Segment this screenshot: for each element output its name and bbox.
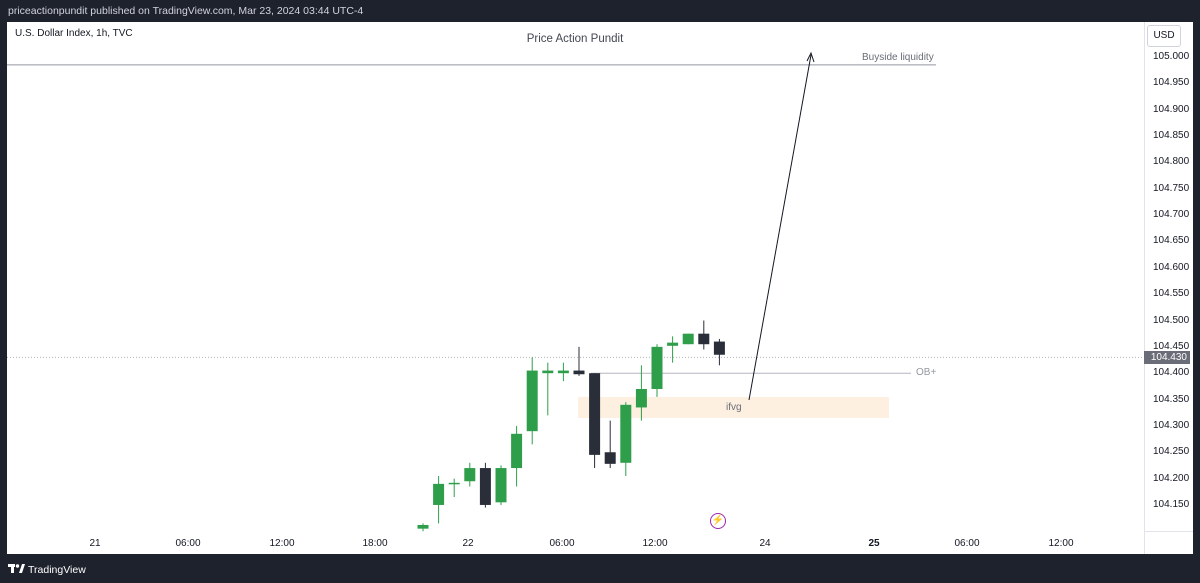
time-tick: 06:00 bbox=[549, 538, 575, 549]
price-tick: 104.950 bbox=[1153, 77, 1190, 89]
bottom-bar: TradingView bbox=[0, 556, 1200, 583]
flash-icon[interactable]: ⚡ bbox=[710, 513, 726, 529]
candle-body bbox=[604, 452, 616, 464]
ob-plus-label: OB+ bbox=[916, 367, 937, 378]
last-price-badge: 104.430 bbox=[1144, 351, 1190, 364]
time-tick: 06:00 bbox=[954, 538, 980, 549]
candle-body bbox=[682, 333, 694, 345]
candle-body bbox=[511, 433, 523, 469]
candle-body bbox=[464, 468, 476, 482]
chart-pane[interactable]: U.S. Dollar Index, 1h, TVC Price Action … bbox=[7, 22, 1193, 554]
price-tick: 104.450 bbox=[1153, 340, 1190, 352]
price-tick: 104.800 bbox=[1153, 156, 1190, 168]
price-tick: 104.350 bbox=[1153, 393, 1190, 405]
candle-body bbox=[620, 404, 632, 463]
candle-body bbox=[542, 370, 554, 374]
price-tick: 104.500 bbox=[1153, 314, 1190, 326]
top-bar: priceactionpundit published on TradingVi… bbox=[0, 0, 1200, 22]
price-tick: 104.900 bbox=[1153, 103, 1190, 115]
price-tick: 104.850 bbox=[1153, 130, 1190, 142]
chart-plot[interactable] bbox=[7, 22, 1193, 554]
tradingview-logo-icon bbox=[8, 564, 25, 573]
buyside-liquidity-label: Buyside liquidity bbox=[862, 52, 934, 63]
time-tick: 18:00 bbox=[362, 538, 388, 549]
candle-body bbox=[713, 341, 725, 355]
price-tick: 104.700 bbox=[1153, 209, 1190, 221]
time-tick: 25 bbox=[868, 538, 880, 549]
price-tick: 104.300 bbox=[1153, 419, 1190, 431]
time-scale-corner bbox=[1144, 531, 1193, 532]
tradingview-brand[interactable]: TradingView bbox=[28, 564, 86, 576]
price-tick: 104.750 bbox=[1153, 182, 1190, 194]
price-tick: 105.000 bbox=[1153, 51, 1190, 62]
candle-body bbox=[417, 524, 429, 529]
chart-title: Price Action Pundit bbox=[526, 33, 624, 45]
ifvg-zone bbox=[578, 396, 889, 418]
candle-body bbox=[433, 483, 445, 505]
price-tick: 104.650 bbox=[1153, 235, 1190, 247]
time-tick: 06:00 bbox=[175, 538, 201, 549]
price-tick: 104.250 bbox=[1153, 446, 1190, 458]
time-tick: 22 bbox=[462, 538, 474, 549]
candle-body bbox=[635, 389, 647, 408]
time-tick: 12:00 bbox=[1048, 538, 1074, 549]
currency-button[interactable]: USD bbox=[1147, 25, 1181, 47]
projection-arrow-line bbox=[748, 54, 812, 401]
published-info: priceactionpundit published on TradingVi… bbox=[8, 5, 364, 17]
candle-body bbox=[698, 333, 710, 345]
symbol-legend[interactable]: U.S. Dollar Index, 1h, TVC bbox=[15, 28, 133, 39]
candle-body bbox=[557, 370, 569, 374]
time-tick: 21 bbox=[89, 538, 101, 549]
price-tick: 104.400 bbox=[1153, 367, 1190, 379]
projection-arrow-head bbox=[806, 51, 815, 63]
candle-body bbox=[667, 342, 679, 346]
candle-body bbox=[589, 373, 601, 455]
price-tick: 104.550 bbox=[1153, 288, 1190, 300]
candle-body bbox=[448, 482, 460, 485]
candle-body bbox=[495, 468, 507, 503]
ifvg-label: ifvg bbox=[726, 402, 742, 413]
price-tick: 104.150 bbox=[1153, 498, 1190, 510]
time-tick: 12:00 bbox=[642, 538, 668, 549]
price-scale[interactable] bbox=[1144, 22, 1194, 554]
candle-body bbox=[573, 370, 585, 375]
candle-body bbox=[651, 346, 663, 390]
candle-body bbox=[526, 370, 538, 432]
price-tick: 104.200 bbox=[1153, 472, 1190, 484]
candle-body bbox=[479, 468, 491, 505]
time-tick: 12:00 bbox=[269, 538, 295, 549]
price-tick: 104.600 bbox=[1153, 261, 1190, 273]
time-tick: 24 bbox=[759, 538, 771, 549]
